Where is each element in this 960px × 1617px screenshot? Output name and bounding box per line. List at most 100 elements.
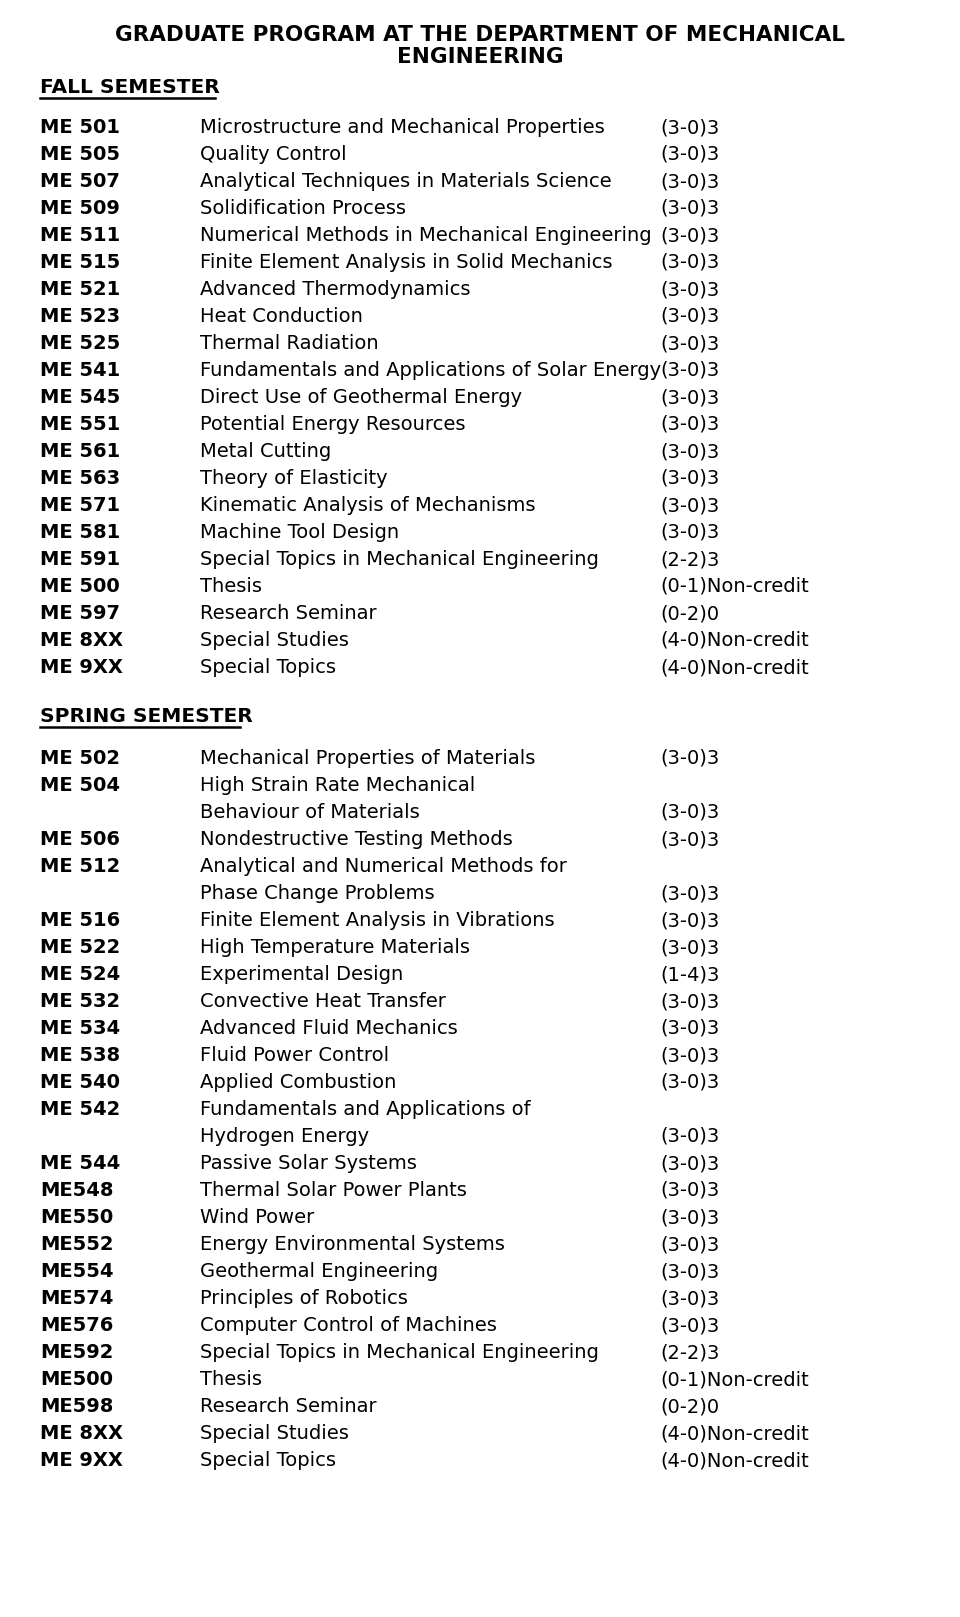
Text: Wind Power: Wind Power	[200, 1208, 314, 1227]
Text: (4-0)Non-credit: (4-0)Non-credit	[660, 1450, 808, 1470]
Text: ME 516: ME 516	[40, 910, 120, 930]
Text: (3-0)3: (3-0)3	[660, 1155, 719, 1172]
Text: ME 561: ME 561	[40, 441, 120, 461]
Text: Advanced Fluid Mechanics: Advanced Fluid Mechanics	[200, 1019, 458, 1038]
Text: (3-0)3: (3-0)3	[660, 1261, 719, 1281]
Text: GRADUATE PROGRAM AT THE DEPARTMENT OF MECHANICAL: GRADUATE PROGRAM AT THE DEPARTMENT OF ME…	[115, 24, 845, 45]
Text: ME550: ME550	[40, 1208, 113, 1227]
Text: (3-0)3: (3-0)3	[660, 118, 719, 137]
Text: ME 534: ME 534	[40, 1019, 120, 1038]
Text: Heat Conduction: Heat Conduction	[200, 307, 363, 327]
Text: ME 542: ME 542	[40, 1100, 120, 1119]
Text: (3-0)3: (3-0)3	[660, 469, 719, 488]
Text: ME576: ME576	[40, 1316, 113, 1336]
Text: (3-0)3: (3-0)3	[660, 910, 719, 930]
Text: (3-0)3: (3-0)3	[660, 496, 719, 514]
Text: Thermal Radiation: Thermal Radiation	[200, 335, 378, 353]
Text: (3-0)3: (3-0)3	[660, 522, 719, 542]
Text: (3-0)3: (3-0)3	[660, 416, 719, 433]
Text: Computer Control of Machines: Computer Control of Machines	[200, 1316, 497, 1336]
Text: ME 504: ME 504	[40, 776, 120, 796]
Text: ME 544: ME 544	[40, 1155, 120, 1172]
Text: ME 571: ME 571	[40, 496, 120, 514]
Text: ME548: ME548	[40, 1180, 113, 1200]
Text: (2-2)3: (2-2)3	[660, 550, 719, 569]
Text: Geothermal Engineering: Geothermal Engineering	[200, 1261, 438, 1281]
Text: Finite Element Analysis in Vibrations: Finite Element Analysis in Vibrations	[200, 910, 555, 930]
Text: (3-0)3: (3-0)3	[660, 1180, 719, 1200]
Text: Convective Heat Transfer: Convective Heat Transfer	[200, 991, 445, 1011]
Text: Special Topics in Mechanical Engineering: Special Topics in Mechanical Engineering	[200, 550, 599, 569]
Text: Nondestructive Testing Methods: Nondestructive Testing Methods	[200, 830, 513, 849]
Text: ME598: ME598	[40, 1397, 113, 1416]
Text: ENGINEERING: ENGINEERING	[396, 47, 564, 66]
Text: Analytical Techniques in Materials Science: Analytical Techniques in Materials Scien…	[200, 171, 612, 191]
Text: (3-0)3: (3-0)3	[660, 1019, 719, 1038]
Text: ME 502: ME 502	[40, 749, 120, 768]
Text: Special Studies: Special Studies	[200, 1425, 348, 1442]
Text: Quality Control: Quality Control	[200, 146, 347, 163]
Text: ME 500: ME 500	[40, 577, 120, 597]
Text: ME 538: ME 538	[40, 1046, 120, 1066]
Text: Fundamentals and Applications of: Fundamentals and Applications of	[200, 1100, 531, 1119]
Text: ME 591: ME 591	[40, 550, 120, 569]
Text: ME 521: ME 521	[40, 280, 120, 299]
Text: Thermal Solar Power Plants: Thermal Solar Power Plants	[200, 1180, 467, 1200]
Text: (3-0)3: (3-0)3	[660, 280, 719, 299]
Text: (3-0)3: (3-0)3	[660, 388, 719, 407]
Text: ME 524: ME 524	[40, 965, 120, 985]
Text: (3-0)3: (3-0)3	[660, 335, 719, 353]
Text: ME554: ME554	[40, 1261, 113, 1281]
Text: ME 507: ME 507	[40, 171, 120, 191]
Text: (3-0)3: (3-0)3	[660, 1316, 719, 1336]
Text: Principles of Robotics: Principles of Robotics	[200, 1289, 408, 1308]
Text: (3-0)3: (3-0)3	[660, 199, 719, 218]
Text: Finite Element Analysis in Solid Mechanics: Finite Element Analysis in Solid Mechani…	[200, 252, 612, 272]
Text: ME 501: ME 501	[40, 118, 120, 137]
Text: ME 597: ME 597	[40, 605, 120, 623]
Text: ME 525: ME 525	[40, 335, 120, 353]
Text: (3-0)3: (3-0)3	[660, 252, 719, 272]
Text: (3-0)3: (3-0)3	[660, 830, 719, 849]
Text: High Temperature Materials: High Temperature Materials	[200, 938, 470, 957]
Text: ME574: ME574	[40, 1289, 113, 1308]
Text: (3-0)3: (3-0)3	[660, 171, 719, 191]
Text: (3-0)3: (3-0)3	[660, 1235, 719, 1255]
Text: (3-0)3: (3-0)3	[660, 1208, 719, 1227]
Text: (0-2)0: (0-2)0	[660, 1397, 719, 1416]
Text: ME 541: ME 541	[40, 361, 120, 380]
Text: (2-2)3: (2-2)3	[660, 1344, 719, 1362]
Text: (3-0)3: (3-0)3	[660, 361, 719, 380]
Text: Special Topics in Mechanical Engineering: Special Topics in Mechanical Engineering	[200, 1344, 599, 1362]
Text: Behaviour of Materials: Behaviour of Materials	[200, 804, 420, 821]
Text: Mechanical Properties of Materials: Mechanical Properties of Materials	[200, 749, 536, 768]
Text: Kinematic Analysis of Mechanisms: Kinematic Analysis of Mechanisms	[200, 496, 536, 514]
Text: ME 551: ME 551	[40, 416, 120, 433]
Text: (3-0)3: (3-0)3	[660, 1046, 719, 1066]
Text: ME 8XX: ME 8XX	[40, 631, 123, 650]
Text: (3-0)3: (3-0)3	[660, 749, 719, 768]
Text: Metal Cutting: Metal Cutting	[200, 441, 331, 461]
Text: Analytical and Numerical Methods for: Analytical and Numerical Methods for	[200, 857, 566, 876]
Text: ME 522: ME 522	[40, 938, 120, 957]
Text: (3-0)3: (3-0)3	[660, 146, 719, 163]
Text: Potential Energy Resources: Potential Energy Resources	[200, 416, 466, 433]
Text: ME 509: ME 509	[40, 199, 120, 218]
Text: Applied Combustion: Applied Combustion	[200, 1074, 396, 1091]
Text: (3-0)3: (3-0)3	[660, 307, 719, 327]
Text: Thesis: Thesis	[200, 1370, 262, 1389]
Text: Solidification Process: Solidification Process	[200, 199, 406, 218]
Text: Passive Solar Systems: Passive Solar Systems	[200, 1155, 417, 1172]
Text: ME552: ME552	[40, 1235, 113, 1255]
Text: ME500: ME500	[40, 1370, 113, 1389]
Text: Phase Change Problems: Phase Change Problems	[200, 884, 435, 902]
Text: Special Studies: Special Studies	[200, 631, 348, 650]
Text: ME 545: ME 545	[40, 388, 120, 407]
Text: (0-2)0: (0-2)0	[660, 605, 719, 623]
Text: High Strain Rate Mechanical: High Strain Rate Mechanical	[200, 776, 475, 796]
Text: FALL SEMESTER: FALL SEMESTER	[40, 78, 220, 97]
Text: ME 506: ME 506	[40, 830, 120, 849]
Text: ME 581: ME 581	[40, 522, 120, 542]
Text: ME 563: ME 563	[40, 469, 120, 488]
Text: Advanced Thermodynamics: Advanced Thermodynamics	[200, 280, 470, 299]
